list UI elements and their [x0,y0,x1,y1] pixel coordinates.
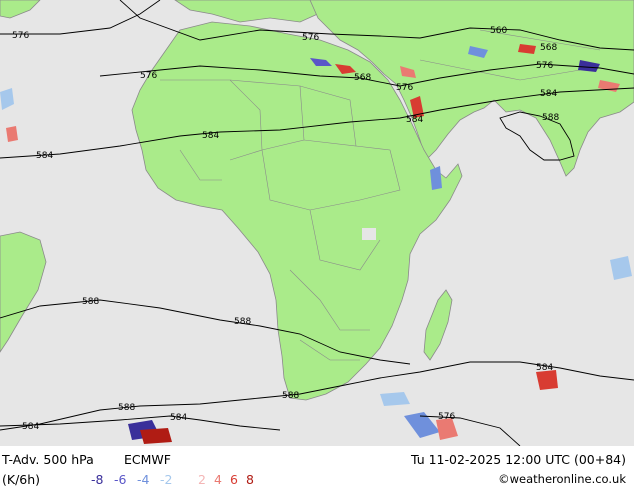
africa-land [131,21,463,401]
warm-advection-blob [518,44,536,54]
legend-item: 8 [246,472,254,487]
advection-blobs [0,44,632,444]
contour-label: 588 [82,297,99,307]
contour-label: 576 [536,61,553,71]
landmasses [0,0,634,401]
cold-advection-blob [310,58,332,66]
geopotential-contours [0,0,634,446]
warm-advection-blob [140,428,172,444]
cold-advection-blob [404,412,440,438]
legend-item: -8 [91,472,104,487]
model-name: ECMWF [124,452,171,467]
legend-item: -6 [114,472,127,487]
contour-label: 588 [234,317,251,327]
warm-advection-blob [436,418,458,440]
contour-label: 588 [542,113,559,123]
contour-label: 588 [282,391,299,401]
contour-label: 588 [118,403,135,413]
contour-label: 584 [22,422,39,432]
legend-item: 6 [230,472,238,487]
warm-advection-blob [410,96,424,118]
map-footer: T-Adv. 500 hPa ECMWF (K/6h) Tu 11-02-202… [0,446,634,490]
legend-item: -2 [160,472,173,487]
credit-link[interactable]: ©weatheronline.co.uk [498,472,626,486]
madagascar-land [423,289,453,361]
contour-label: 576 [396,83,413,93]
lakes [362,228,376,240]
contour-label: 584 [202,131,219,141]
cold-advection-blob [430,166,442,190]
contour-label: 576 [12,31,29,41]
unit-label: (K/6h) [2,472,41,487]
lake-victoria [362,228,376,240]
warm-advection-blob [6,126,18,142]
legend-item: 2 [198,472,206,487]
west-land-edge [0,231,47,353]
chart-title: T-Adv. 500 hPa [2,452,94,467]
contour-label: 584 [170,413,187,423]
asia-land [309,0,634,177]
contour-label: 584 [536,363,553,373]
cold-advection-blob [380,392,410,406]
warm-advection-blob [400,66,416,78]
weather-map: 576 576 576 560 568 568 576 576 584 584 … [0,0,634,446]
cold-advection-blob [0,88,14,110]
contour-label: 576 [302,33,319,43]
legend-item: -4 [137,472,150,487]
contour-label: 584 [406,115,423,125]
legend-item: 4 [214,472,222,487]
contour-label: 576 [140,71,157,81]
warm-advection-blob [536,370,558,390]
warm-advection-blob [335,64,356,74]
contour-labels: 576 576 576 560 568 568 576 576 584 584 … [12,26,559,432]
country-borders [160,29,601,361]
contour-label: 568 [354,73,371,83]
valid-time: Tu 11-02-2025 12:00 UTC (00+84) [410,452,626,467]
cold-advection-blob [468,46,488,58]
contour-label: 584 [540,89,557,99]
contour-label: 576 [438,412,455,422]
cold-advection-blob [610,256,632,280]
cold-advection-blob [578,60,600,72]
northwest-land [0,0,41,19]
contour-label: 568 [540,43,557,53]
contour-label: 584 [36,151,53,161]
contour-label: 560 [490,26,507,36]
